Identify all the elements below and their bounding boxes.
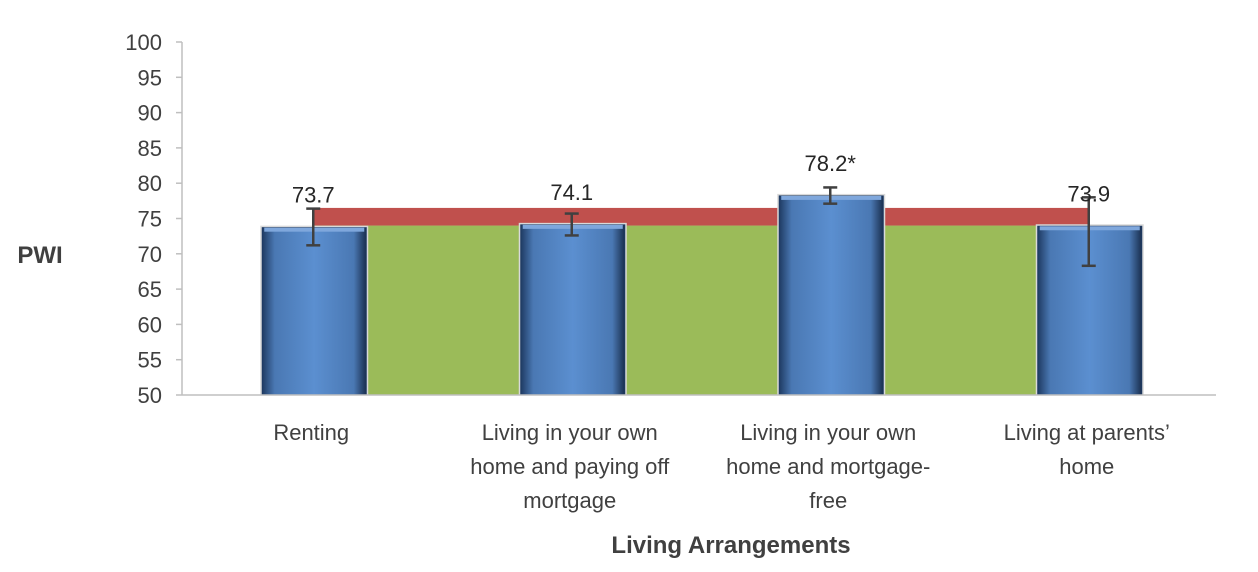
y-tick-label: 65 (138, 277, 162, 302)
data-label: 78.2* (805, 151, 857, 176)
data-label: 74.1 (550, 180, 593, 205)
band-green-area (314, 225, 1090, 395)
normative-range-band (314, 207, 1090, 395)
x-category-label: Living in your own (740, 420, 916, 445)
y-tick-label: 50 (138, 383, 162, 408)
y-tick-label: 80 (138, 171, 162, 196)
bars (260, 186, 1144, 396)
y-axis-title: PWI (17, 242, 62, 269)
data-label: 73.7 (292, 183, 335, 208)
x-category-label: free (809, 488, 847, 513)
y-tick-label: 60 (138, 312, 162, 337)
data-label: 73.9 (1067, 181, 1110, 206)
x-axis-title: Living Arrangements (611, 532, 850, 559)
bar (520, 224, 626, 396)
y-tick-label: 70 (138, 242, 162, 267)
y-tick-label: 55 (138, 348, 162, 373)
y-tick-label: 100 (125, 30, 162, 55)
y-tick-label: 85 (138, 136, 162, 161)
x-category-label: mortgage (523, 488, 616, 513)
band-red-strip (314, 207, 1090, 226)
y-tick-label: 75 (138, 207, 162, 232)
axes (176, 41, 1216, 396)
y-tick-label: 90 (138, 101, 162, 126)
x-category-label: home and mortgage- (726, 454, 930, 479)
x-category-label: Living at parents’ (1004, 420, 1170, 445)
y-tick-label: 95 (138, 65, 162, 90)
bar (778, 195, 884, 396)
x-category-label: Renting (273, 420, 349, 445)
x-category-label: home and paying off (470, 454, 670, 479)
x-category-label: Living in your own (482, 420, 658, 445)
labels: 50 55 60 65 70 75 80 85 90 95 100 Renting Living in … (125, 30, 1170, 513)
bar (261, 227, 367, 396)
x-category-label: home (1059, 454, 1114, 479)
